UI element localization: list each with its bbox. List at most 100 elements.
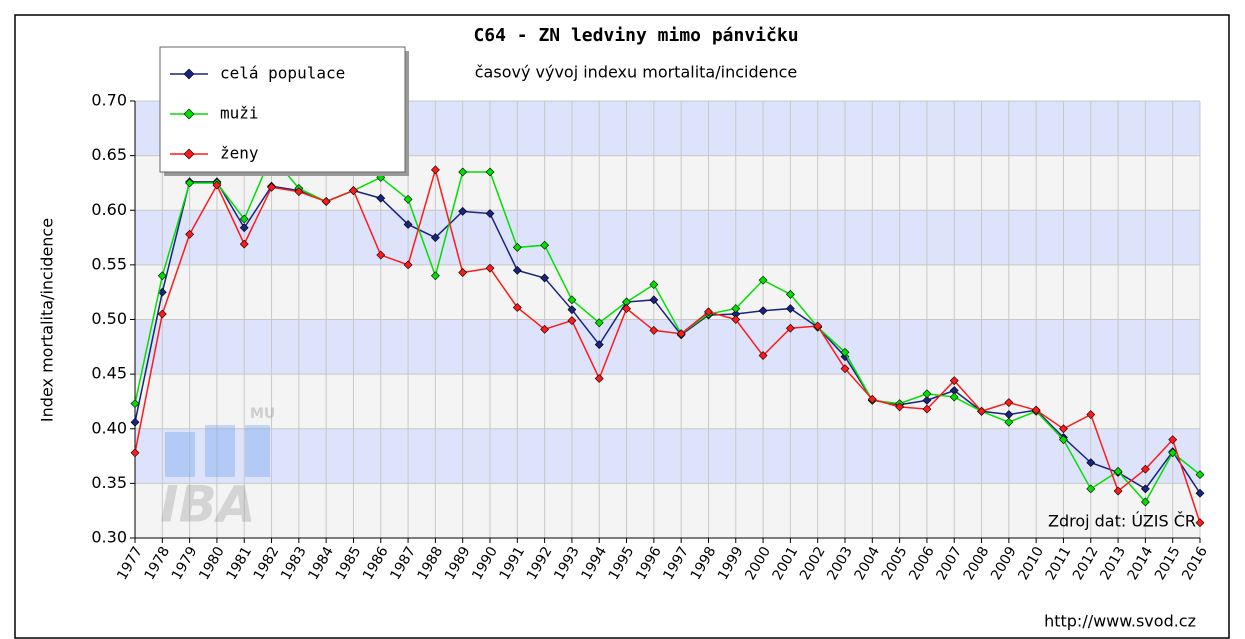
- legend-label: celá populace: [220, 64, 345, 83]
- legend-marker: [183, 108, 195, 120]
- point: [267, 182, 276, 192]
- point: [485, 167, 495, 177]
- legend: [159, 46, 406, 173]
- logo-top: MU: [250, 406, 275, 422]
- y-tick-label: 0.35: [91, 473, 127, 492]
- point: [294, 187, 304, 197]
- point: [1113, 486, 1123, 496]
- y-tick-label: 0.70: [91, 91, 127, 110]
- point: [867, 394, 877, 404]
- point: [376, 193, 386, 203]
- point: [485, 209, 495, 218]
- point: [594, 318, 604, 328]
- point: [1086, 484, 1096, 494]
- point: [1168, 435, 1178, 445]
- point: [1195, 518, 1205, 528]
- y-tick-label: 0.60: [91, 200, 127, 219]
- point: [130, 399, 140, 409]
- point: [922, 404, 932, 414]
- point: [458, 206, 468, 216]
- point: [622, 304, 631, 313]
- y-tick-label: 0.40: [91, 418, 127, 437]
- point: [430, 233, 440, 242]
- point: [458, 268, 468, 277]
- point: [922, 395, 932, 405]
- point: [676, 329, 686, 339]
- band: [135, 264, 1200, 320]
- point: [540, 324, 550, 334]
- point: [977, 406, 986, 416]
- point: [813, 321, 823, 331]
- point: [1059, 435, 1068, 445]
- point: [567, 316, 577, 326]
- band: [135, 319, 1200, 375]
- point: [403, 194, 413, 204]
- url: http://www.svod.cz: [1044, 612, 1196, 631]
- point: [130, 417, 140, 427]
- point: [785, 323, 795, 333]
- legend-label: muži: [220, 104, 259, 123]
- point: [157, 309, 167, 319]
- point: [1195, 470, 1205, 480]
- point: [1195, 488, 1205, 498]
- y-tick-label: 0.45: [91, 364, 127, 383]
- point: [704, 307, 713, 317]
- point: [949, 392, 959, 402]
- point: [376, 250, 386, 260]
- point: [594, 374, 604, 383]
- point: [157, 271, 167, 281]
- point: [239, 239, 249, 249]
- y-tick-label: 0.30: [91, 528, 127, 547]
- point: [1140, 484, 1150, 494]
- point: [949, 376, 959, 386]
- point: [321, 197, 331, 206]
- point: [185, 229, 195, 239]
- series-line: [134, 167, 1201, 523]
- point: [185, 178, 195, 188]
- point: [512, 242, 522, 252]
- point: [1004, 398, 1014, 407]
- band: [135, 483, 1200, 538]
- point: [895, 402, 905, 412]
- point: [1086, 458, 1096, 468]
- point: [430, 271, 440, 281]
- point: [1113, 466, 1123, 476]
- y-tick-label: 0.65: [91, 145, 127, 164]
- point: [758, 351, 768, 360]
- series-line: [134, 154, 1201, 504]
- point: [1031, 405, 1041, 415]
- point: [594, 340, 604, 350]
- source: Zdroj dat: ÚZIS ČR: [1048, 512, 1196, 531]
- logo: MU IBA: [160, 406, 275, 534]
- point: [785, 304, 795, 313]
- point: [1004, 417, 1014, 427]
- point: [212, 180, 222, 190]
- point: [1140, 497, 1150, 507]
- point: [403, 260, 413, 270]
- point: [731, 304, 741, 313]
- y-axis-label: Index mortalita/incidence: [38, 218, 57, 422]
- legend-label: ženy: [220, 144, 259, 163]
- point: [649, 326, 659, 335]
- point: [840, 347, 850, 357]
- point: [540, 273, 550, 283]
- point: [1086, 410, 1096, 419]
- band: [135, 374, 1200, 429]
- point: [1140, 464, 1150, 474]
- band: [135, 210, 1200, 265]
- point: [1059, 424, 1068, 434]
- legend-marker: [183, 68, 195, 80]
- point: [540, 240, 550, 250]
- point: [731, 315, 741, 324]
- point: [458, 167, 468, 177]
- point: [239, 223, 249, 233]
- logo-main: IBA: [160, 476, 255, 534]
- band: [135, 428, 1200, 484]
- point: [349, 186, 358, 196]
- point: [485, 263, 495, 273]
- chart-subtitle: časový vývoj indexu mortalita/incidence: [475, 63, 797, 82]
- point: [512, 303, 522, 312]
- point: [512, 265, 522, 275]
- point: [567, 305, 577, 315]
